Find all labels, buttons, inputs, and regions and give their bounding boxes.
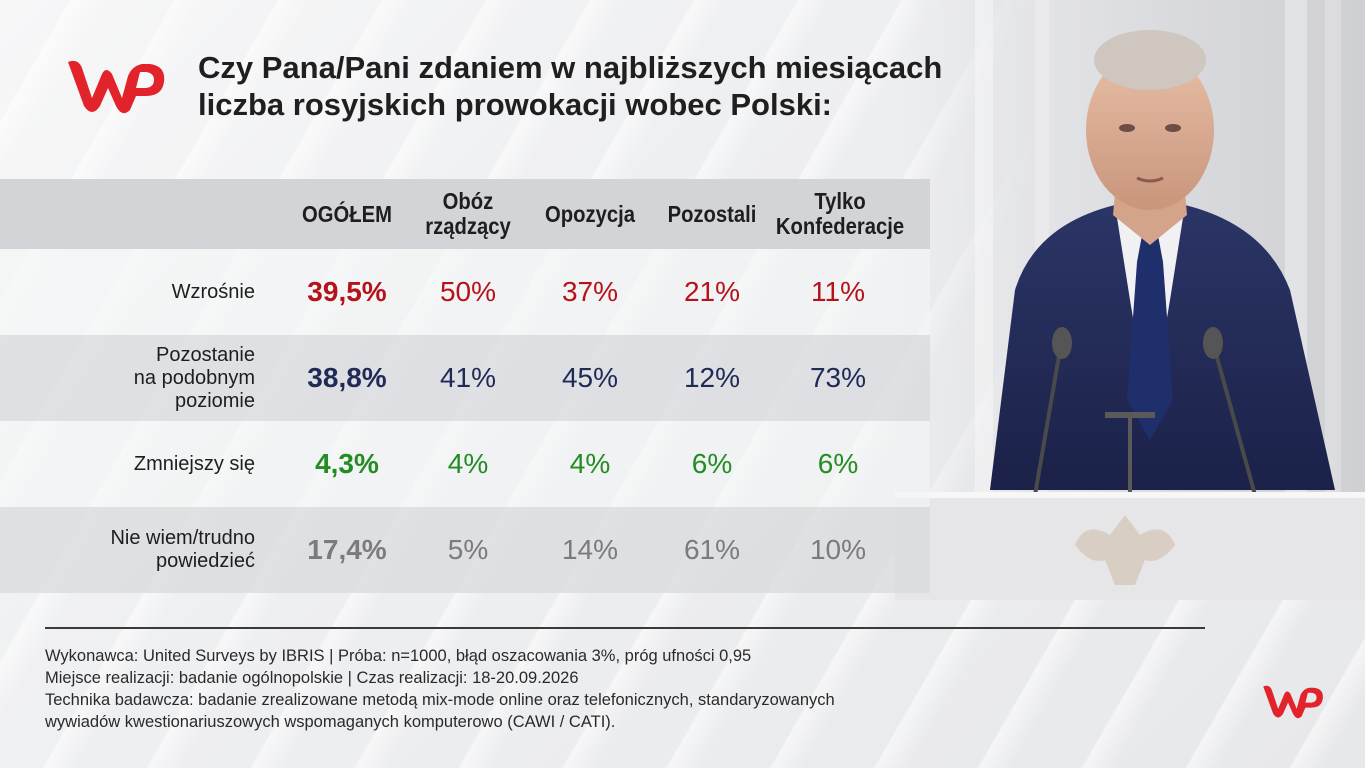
table-cell: 4,3% (315, 448, 379, 479)
column-header-ogolem: OGÓŁEM (294, 179, 400, 249)
column-header-label: Opozycja (544, 200, 635, 227)
table-cell: 4% (447, 448, 489, 479)
table-cell: 61% (683, 534, 741, 565)
table-cell: 45% (561, 362, 619, 393)
table-header-row: OGÓŁEM Obóz rządzący Opozycja Pozostali … (0, 179, 930, 249)
table-row: Nie wiem/trudno powiedzieć 17,4% 5% 14% 61% 1… (0, 507, 930, 593)
table-row: Pozostanie na podobnym poziomie 38,8% 41% 4… (0, 335, 930, 421)
table-cell: 17,4% (307, 534, 387, 565)
wp-logo[interactable] (66, 58, 166, 121)
notes-line-2: Miejsce realizacji: badanie ogólnopolski… (45, 669, 579, 687)
table-cell: 38,8% (307, 362, 387, 393)
row-label: Wzrośnie (171, 280, 255, 303)
table-cell: 37% (561, 276, 619, 307)
column-header-oboz-rzadzacy: Obóz rządzący (415, 179, 521, 249)
table-cell: 14% (561, 534, 619, 565)
column-header-opozycja: Opozycja (537, 179, 643, 249)
notes-line-3: Technika badawcza: badanie zrealizowane … (45, 691, 835, 709)
column-header-pozostali: Pozostali (659, 179, 765, 249)
wp-logo-small[interactable] (1262, 683, 1324, 726)
notes-line-1: Wykonawca: United Surveys by IBRIS | Pró… (45, 647, 752, 665)
table-cell: 39,5% (307, 276, 387, 307)
wp-logo-icon (68, 60, 165, 114)
wp-logo-small-icon (1263, 685, 1323, 719)
row-label: Pozostanie na podobnym poziomie (133, 343, 255, 412)
row-label: Nie wiem/trudno powiedzieć (110, 527, 255, 572)
table-cell: 10% (809, 534, 867, 565)
table-cell: 12% (683, 362, 741, 393)
notes-line-4: wywiadów kwestionariuszowych wspomaganyc… (45, 713, 616, 731)
table-cell: 41% (439, 362, 497, 393)
row-label: Zmniejszy się (133, 452, 255, 475)
table-cell: 50% (439, 276, 497, 307)
column-header-label: OGÓŁEM (302, 200, 392, 227)
table-cell: 21% (683, 276, 741, 307)
speaker-photo (895, 0, 1365, 600)
column-header-tylko-konfederacje: Tylko Konfederacje (775, 179, 905, 249)
column-header-label: Pozostali (667, 200, 757, 227)
table-cell: 73% (809, 362, 867, 393)
title-line-1: Czy Pana/Pani zdaniem w najbliższych mie… (198, 50, 943, 85)
table-cell: 5% (447, 534, 489, 565)
table-cell: 4% (569, 448, 611, 479)
methodology-notes: Wykonawca: United Surveys by IBRIS | Pró… (45, 645, 995, 733)
column-header-label: Obóz rządzący (425, 188, 511, 239)
footer-divider (45, 627, 1205, 629)
table-cell: 6% (691, 448, 733, 479)
table-cell: 11% (811, 276, 865, 307)
title-line-2: liczba rosyjskich prowokacji wobec Polsk… (198, 87, 833, 122)
chart-title: Czy Pana/Pani zdaniem w najbliższych mie… (198, 49, 1018, 123)
table-cell: 6% (817, 448, 859, 479)
column-header-label: Tylko Konfederacje (775, 188, 905, 239)
table-row: Zmniejszy się 4,3% 4% 4% 6% 6% (0, 421, 930, 507)
table-row: Wzrośnie 39,5% 50% 37% 21% 11% (0, 249, 930, 335)
speaker-illustration (895, 0, 1365, 600)
